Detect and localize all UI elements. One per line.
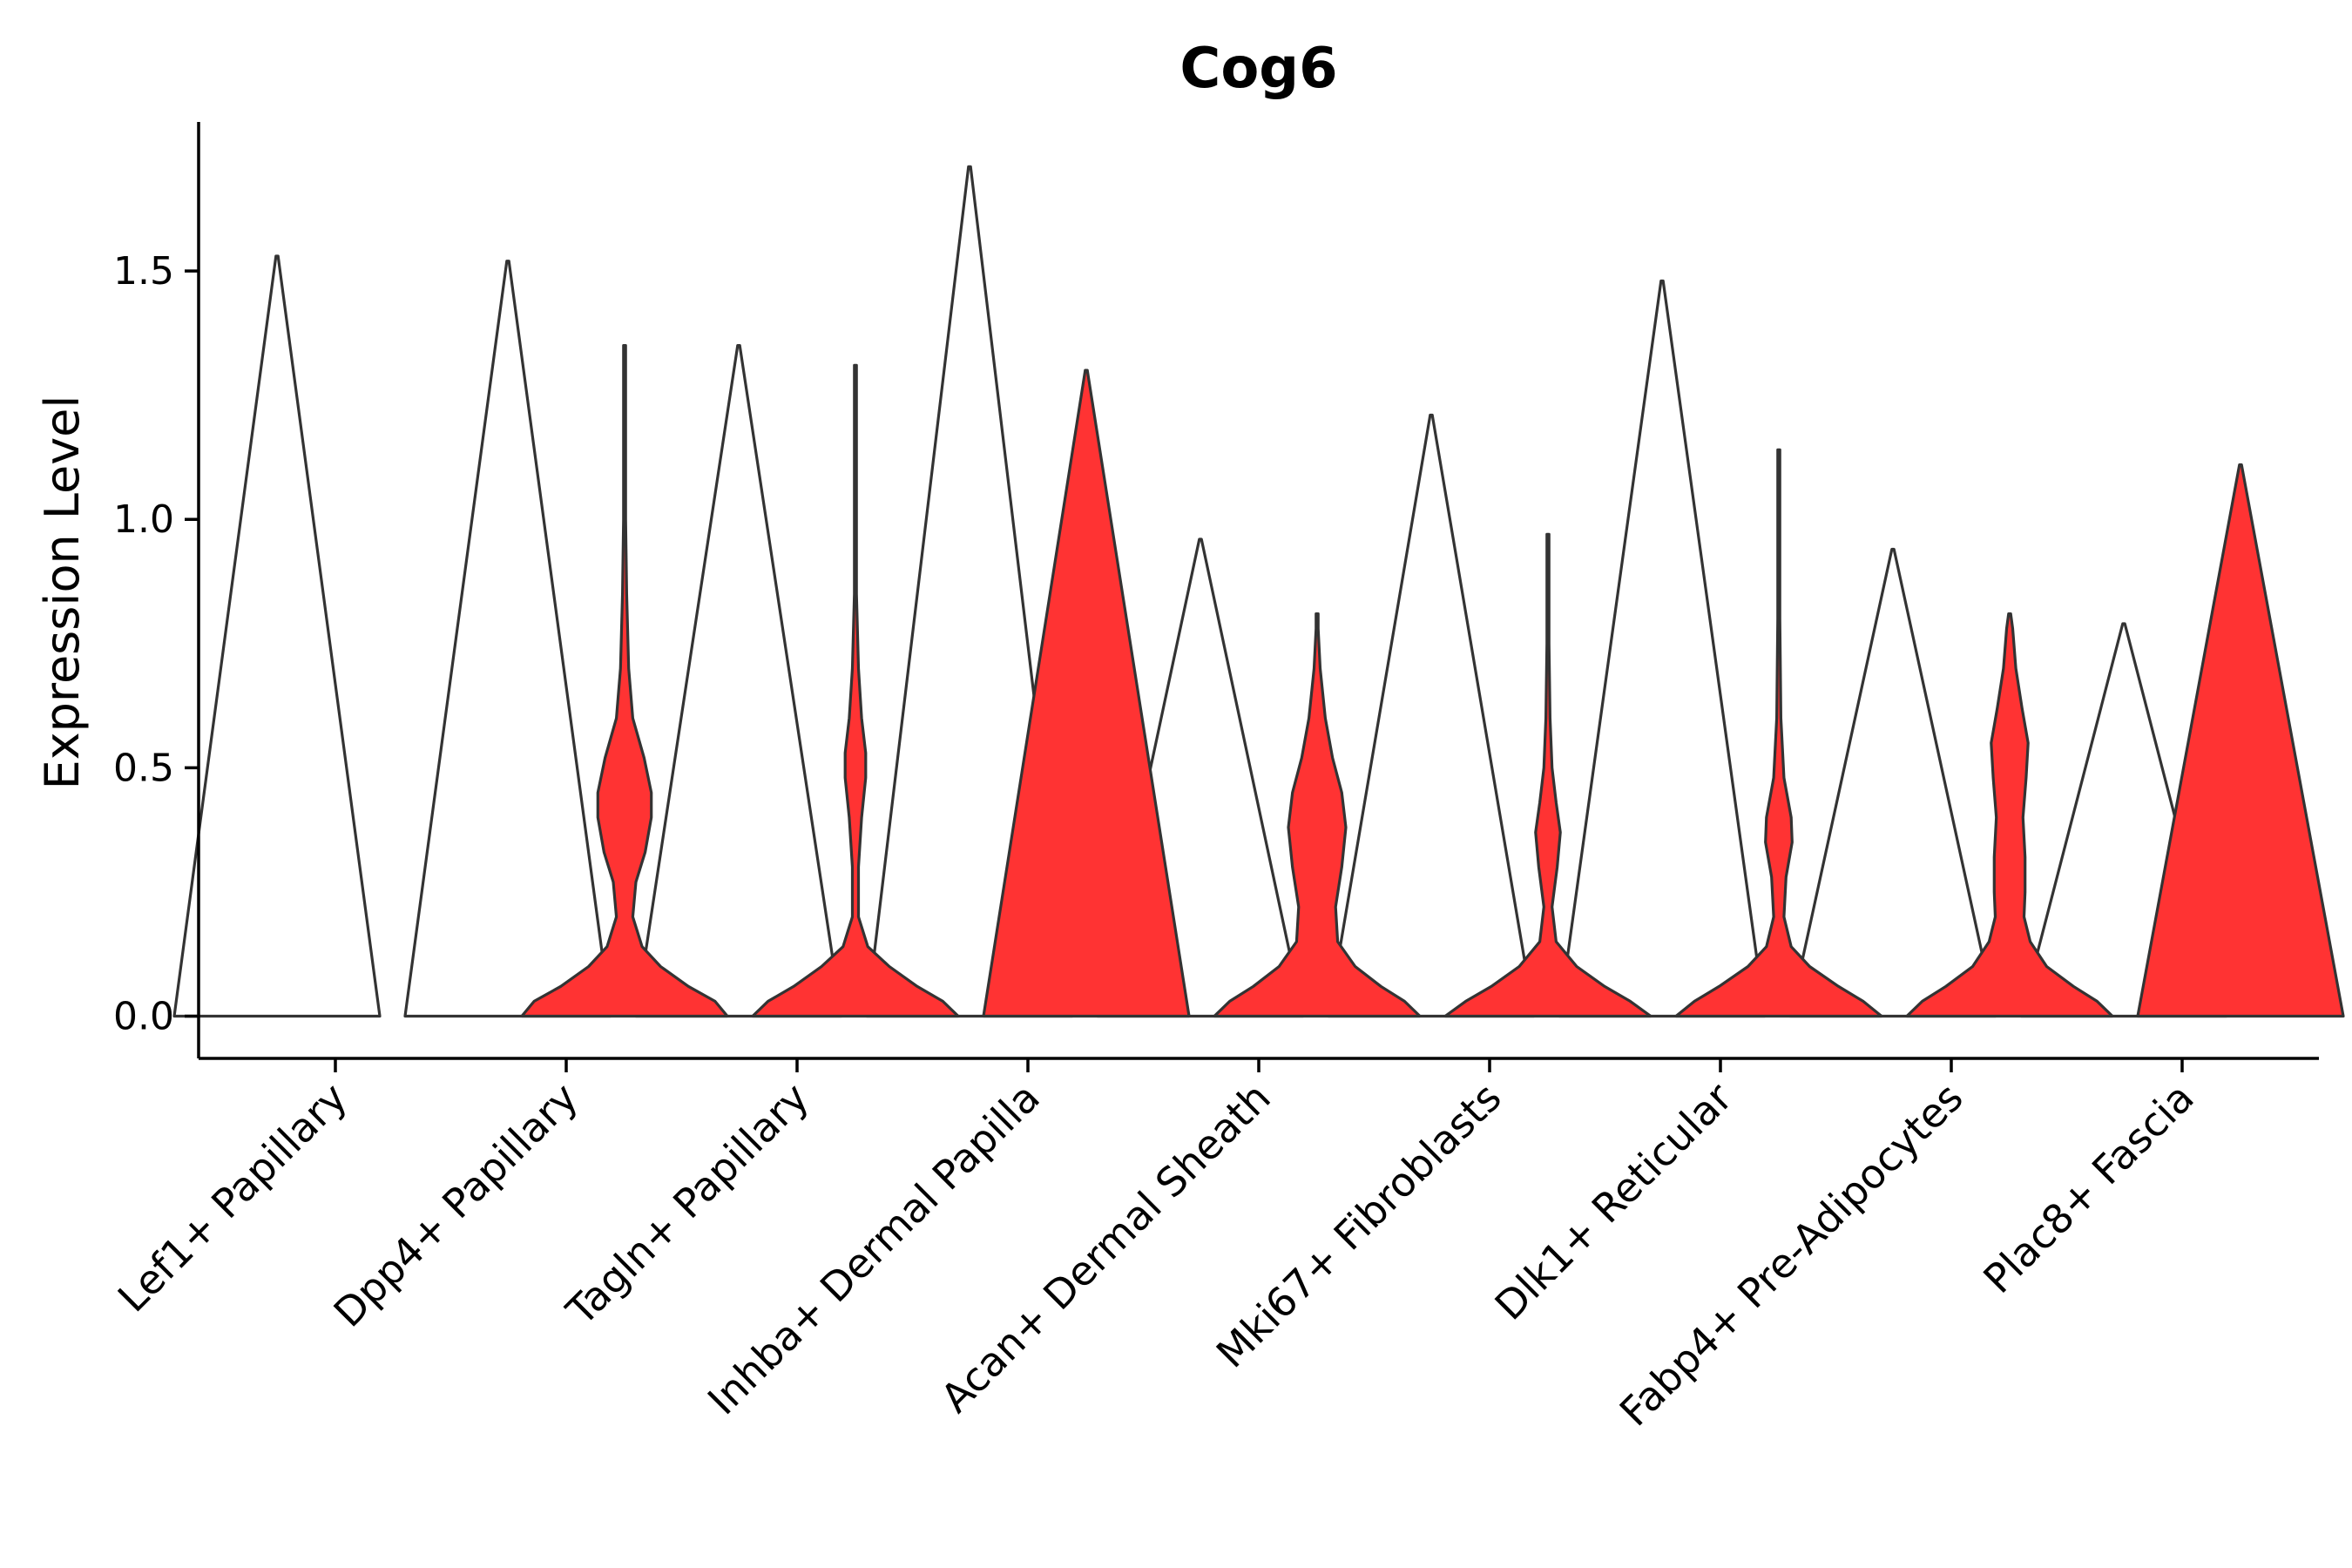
x-category-label: Tagln+ Papillary: [557, 1074, 818, 1335]
violin-b-2: [520, 344, 729, 1018]
chart-title: Cog6: [1179, 37, 1337, 101]
violin-b-4: [982, 368, 1191, 1018]
violin-b-6: [1443, 532, 1652, 1018]
violin-a-6: [1327, 413, 1536, 1018]
violin-a-2: [403, 260, 612, 1018]
y-axis-label: Expression Level: [35, 395, 90, 790]
x-category-label: Lef1+ Papillary: [109, 1074, 356, 1321]
y-tick-label: 0.0: [113, 995, 174, 1039]
violin-group: [172, 165, 2345, 1018]
violin-a-3: [634, 344, 843, 1018]
violin-b-5: [1213, 612, 1422, 1018]
violin-b-8: [1905, 612, 2114, 1018]
y-tick-label: 0.5: [113, 746, 174, 790]
violin-a-1: [172, 254, 382, 1018]
violin-a-7: [1558, 279, 1767, 1018]
x-category-label: Plac8+ Fascia: [1974, 1074, 2202, 1302]
violin-b-7: [1674, 448, 1883, 1018]
violin-a-8: [1788, 547, 1997, 1018]
violin-b-3: [751, 363, 960, 1018]
y-tick-label: 1.5: [113, 249, 174, 294]
violin-b-9: [2136, 463, 2345, 1018]
x-category-label: Dpp4+ Papillary: [325, 1074, 587, 1336]
y-tick-label: 1.0: [113, 497, 174, 542]
x-category-label: Dlk1+ Reticular: [1486, 1074, 1741, 1329]
